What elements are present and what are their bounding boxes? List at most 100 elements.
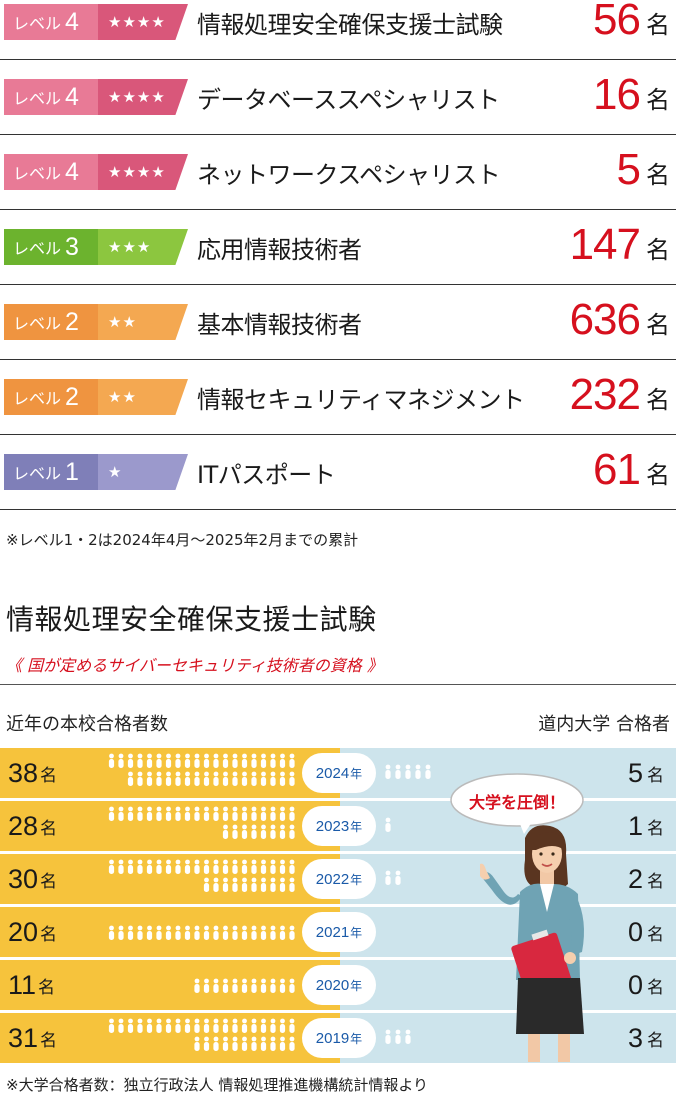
level-number: 4 <box>65 157 79 186</box>
exam-count: 61 <box>593 445 641 494</box>
speech-bubble-shape <box>450 773 584 834</box>
level-word: レベル <box>13 14 62 33</box>
exam-count: 56 <box>593 0 641 44</box>
level-badge: レベル 2 ★★ <box>4 304 188 340</box>
exam-name: 基本情報技術者 <box>197 310 362 339</box>
exam-row: レベル 3 ★★★ 応用情報技術者 147 名 <box>0 220 676 301</box>
exam-name: ITパスポート <box>197 460 336 489</box>
university-count-unit: 名 <box>647 765 664 786</box>
year-unit: 年 <box>350 766 363 781</box>
row-divider <box>0 509 676 510</box>
year-row: 20 名 2021 年 0 名 <box>0 907 676 957</box>
exam-count-unit: 名 <box>646 235 670 264</box>
level-word: レベル <box>13 314 62 333</box>
level-label: レベル 4 <box>4 154 98 190</box>
exam-count-unit: 名 <box>646 85 670 114</box>
level-badge: レベル 1 ★ <box>4 454 188 490</box>
university-count-unit: 名 <box>647 977 664 998</box>
university-count-value: 1 <box>627 810 643 841</box>
school-passers-icons <box>108 925 295 940</box>
exam-row: レベル 4 ★★★★ データベーススペシャリスト 16 名 <box>0 70 676 151</box>
left-header: 近年の本校合格者数 <box>6 714 168 735</box>
row-divider <box>0 209 676 210</box>
year-value: 2019 <box>315 1029 350 1047</box>
university-passers-icons <box>385 764 431 779</box>
year-row: 30 名 2022 年 2 名 <box>0 854 676 904</box>
university-bar <box>340 907 676 957</box>
exam-name: 情報セキュリティマネジメント <box>197 385 525 414</box>
exam-row: レベル 2 ★★ 基本情報技術者 636 名 <box>0 295 676 376</box>
university-passers-icons <box>385 1029 411 1044</box>
level-stars: ★ <box>98 454 188 490</box>
source-note: ※大学合格者数：独立行政法人 情報処理推進機構統計情報より <box>6 1076 429 1094</box>
year-row: 38 名 2024 年 5 名 <box>0 748 676 798</box>
school-count: 11 名 <box>8 960 55 1010</box>
level-number: 2 <box>65 307 79 336</box>
level-stars: ★★★ <box>98 229 188 265</box>
section-divider <box>0 684 676 685</box>
exam-count: 147 <box>569 220 641 269</box>
level-word: レベル <box>13 389 62 408</box>
year-unit: 年 <box>350 925 363 940</box>
school-count-value: 11 <box>8 969 37 1000</box>
year-unit: 年 <box>350 978 363 993</box>
year-value: 2024 <box>315 764 350 782</box>
school-count-unit: 名 <box>40 871 58 892</box>
level-number: 4 <box>65 7 79 36</box>
year-value: 2023 <box>315 817 350 835</box>
school-count-value: 38 <box>8 757 39 788</box>
level-badge: レベル 3 ★★★ <box>4 229 188 265</box>
school-count-unit: 名 <box>40 818 58 839</box>
university-count-value: 0 <box>627 916 643 947</box>
exam-row: レベル 4 ★★★★ ネットワークスペシャリスト 5 名 <box>0 145 676 226</box>
year-unit: 年 <box>350 872 363 887</box>
level-badge: レベル 2 ★★ <box>4 379 188 415</box>
university-count-unit: 名 <box>647 818 664 839</box>
university-count-unit: 名 <box>647 1030 664 1051</box>
school-passers-icons <box>108 1018 295 1051</box>
level-number: 2 <box>65 382 79 411</box>
level-word: レベル <box>13 89 62 108</box>
level-stars: ★★★★ <box>98 154 188 190</box>
exam-count-unit: 名 <box>646 460 670 489</box>
year-unit: 年 <box>350 1031 363 1046</box>
school-count-value: 30 <box>8 863 39 894</box>
school-count: 31 名 <box>8 1013 57 1063</box>
year-label: 2020 年 <box>302 965 376 1005</box>
level-label: レベル 1 <box>4 454 98 490</box>
level-label: レベル 4 <box>4 4 98 40</box>
school-passers-icons <box>108 806 295 839</box>
school-count-value: 28 <box>8 810 39 841</box>
school-count-unit: 名 <box>40 765 58 786</box>
exam-row: レベル 1 ★ ITパスポート 61 名 <box>0 445 676 526</box>
year-row: 28 名 2023 年 1 名 <box>0 801 676 851</box>
section-title: 情報処理安全確保支援士試験 <box>6 603 377 636</box>
university-passers-icons <box>385 817 391 832</box>
school-passers-icons <box>194 978 295 993</box>
exam-name: 応用情報技術者 <box>197 235 362 264</box>
school-passers-icons <box>108 753 295 786</box>
level-word: レベル <box>13 464 62 483</box>
level-label: レベル 4 <box>4 79 98 115</box>
year-row: 11 名 2020 年 0 名 <box>0 960 676 1010</box>
level-badge: レベル 4 ★★★★ <box>4 154 188 190</box>
exam-count: 16 <box>593 70 641 119</box>
university-count-value: 2 <box>627 863 643 894</box>
school-count-unit: 名 <box>38 977 56 998</box>
school-count-unit: 名 <box>40 924 58 945</box>
year-value: 2021 <box>315 923 350 941</box>
exam-count-unit: 名 <box>646 385 670 414</box>
exam-count-unit: 名 <box>646 10 670 39</box>
year-label: 2021 年 <box>302 912 376 952</box>
speech-bubble: 大学を圧倒！ <box>448 772 586 834</box>
row-divider <box>0 434 676 435</box>
right-header: 道内大学 合格者 <box>538 714 670 735</box>
exam-row: レベル 2 ★★ 情報セキュリティマネジメント 232 名 <box>0 370 676 451</box>
school-count: 28 名 <box>8 801 57 851</box>
row-divider <box>0 359 676 360</box>
level-number: 4 <box>65 82 79 111</box>
year-value: 2020 <box>315 976 350 994</box>
